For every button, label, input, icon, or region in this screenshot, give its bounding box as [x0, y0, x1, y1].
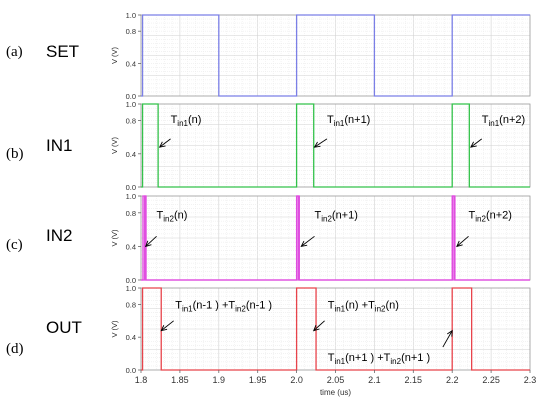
x-tick-label: 2.05 — [327, 375, 345, 385]
waveform-set — [141, 14, 530, 97]
annotation-arrowhead — [470, 141, 477, 148]
annotation-arrow — [470, 138, 483, 148]
annotation-arrow — [456, 235, 469, 247]
annotation-label: Tin2(n+1) — [314, 209, 357, 223]
y-tick-label: 0.0 — [126, 92, 136, 101]
y-tick-label: 0.4 — [126, 60, 136, 69]
annotation-label: Tin1(n+1) — [327, 114, 370, 128]
signal-name-in2: IN2 — [46, 226, 73, 245]
annotation: Tin1(n) +Tin2(n) — [312, 299, 399, 332]
x-tick-label: 2.25 — [482, 375, 500, 385]
annotation-arrowhead — [144, 240, 152, 248]
y-tick-label: 0.8 — [126, 209, 136, 218]
annotation: Tin1(n+1 ) +Tin2(n+1 ) — [328, 329, 453, 366]
x-tick-label: 1.85 — [171, 375, 189, 385]
annotation-arrow — [314, 138, 328, 148]
annotation-label: Tin1(n) +Tin2(n) — [328, 299, 399, 313]
annotation: Tin1(n) — [158, 114, 202, 148]
x-tick-label: 2.3 — [524, 375, 537, 385]
annotation-label: Tin1(n+1 ) +Tin2(n+1 ) — [328, 352, 430, 366]
y-tick-label: 0.0 — [126, 276, 136, 285]
y-axis-label: V (V) — [110, 229, 119, 247]
x-tick-label: 1.95 — [249, 375, 267, 385]
signal-name-out: OUT — [46, 318, 82, 337]
waveform-out — [141, 287, 530, 371]
panel-label-d: (d) — [6, 341, 24, 357]
y-tick-label: 1.0 — [126, 11, 136, 20]
annotation: Tin1(n+2) — [470, 114, 525, 148]
annotation-arrowhead — [158, 141, 166, 148]
signal-name-in1: IN1 — [46, 136, 73, 155]
annotation-arrowhead — [313, 141, 321, 148]
x-tick-label: 2.2 — [446, 375, 459, 385]
annotation-arrow — [160, 320, 174, 331]
y-tick-label: 0.4 — [126, 333, 136, 342]
annotation: Tin1(n-1 ) +Tin2(n-1 ) — [160, 299, 272, 332]
x-axis-label: time (us) — [320, 388, 351, 397]
annotation: Tin2(n) — [144, 209, 188, 248]
y-tick-label: 0.0 — [126, 183, 136, 192]
panel-label-c: (c) — [6, 237, 23, 253]
annotation-arrow — [442, 330, 453, 348]
y-tick-label: 0.4 — [126, 150, 136, 159]
annotation: Tin2(n+1) — [300, 209, 358, 248]
x-tick-label: 2.1 — [368, 375, 381, 385]
panel-3: 0.0 0.4 0.8 1.0 V (V) Tin1(n-1 ) +Tin2(n-1 ) T… — [110, 284, 536, 397]
annotation-arrowhead — [300, 240, 308, 248]
annotation-label: Tin1(n+2) — [482, 114, 525, 128]
x-tick-label: 2.15 — [405, 375, 423, 385]
annotation-arrowhead — [456, 240, 463, 248]
panel-label-b: (b) — [6, 146, 24, 162]
y-tick-label: 1.0 — [126, 192, 136, 201]
annotation-arrow — [145, 235, 157, 247]
annotation-arrow — [313, 320, 325, 331]
y-axis-label: V (V) — [110, 136, 119, 154]
x-tick-label: 2.0 — [290, 375, 303, 385]
y-tick-label: 0.8 — [126, 27, 136, 36]
signal-name-set: SET — [46, 42, 80, 61]
y-tick-label: 0.8 — [126, 117, 136, 126]
annotation: Tin1(n+1) — [313, 114, 370, 148]
y-tick-label: 1.0 — [126, 100, 136, 109]
panel-2: 0.0 0.4 0.8 1.0 V (V) Tin2(n) Tin2(n+1) Tin2(n+… — [110, 192, 531, 285]
y-axis-label: V (V) — [110, 46, 119, 64]
y-axis-label: V (V) — [110, 320, 119, 338]
annotation: Tin2(n+2) — [456, 209, 512, 248]
annotation-label: Tin2(n) — [157, 209, 188, 223]
waveform-in2-1 — [141, 195, 530, 281]
annotation-arrow — [300, 235, 315, 247]
annotation-label: Tin1(n) — [171, 114, 202, 128]
annotation-arrowhead — [160, 325, 168, 332]
panel-1: 0.0 0.4 0.8 1.0 V (V) Tin1(n) Tin1(n+1) Tin1(n+… — [110, 100, 531, 192]
x-tick-label: 1.8 — [135, 375, 148, 385]
panel-label-a: (a) — [6, 44, 23, 60]
y-tick-label: 0.8 — [126, 300, 136, 309]
annotation-label: Tin2(n+2) — [469, 209, 512, 223]
annotation-arrowhead — [447, 329, 453, 337]
annotation-arrowhead — [312, 324, 320, 332]
y-tick-label: 1.0 — [126, 284, 136, 293]
y-tick-label: 0.0 — [126, 366, 136, 375]
panel-0: 0.0 0.4 0.8 1.0 V (V) — [110, 11, 531, 101]
waveform-in1 — [141, 103, 530, 188]
annotation-label: Tin1(n-1 ) +Tin2(n-1 ) — [175, 299, 272, 313]
annotation-arrow — [159, 138, 171, 148]
y-tick-label: 0.4 — [126, 242, 136, 251]
x-tick-label: 1.9 — [213, 375, 226, 385]
